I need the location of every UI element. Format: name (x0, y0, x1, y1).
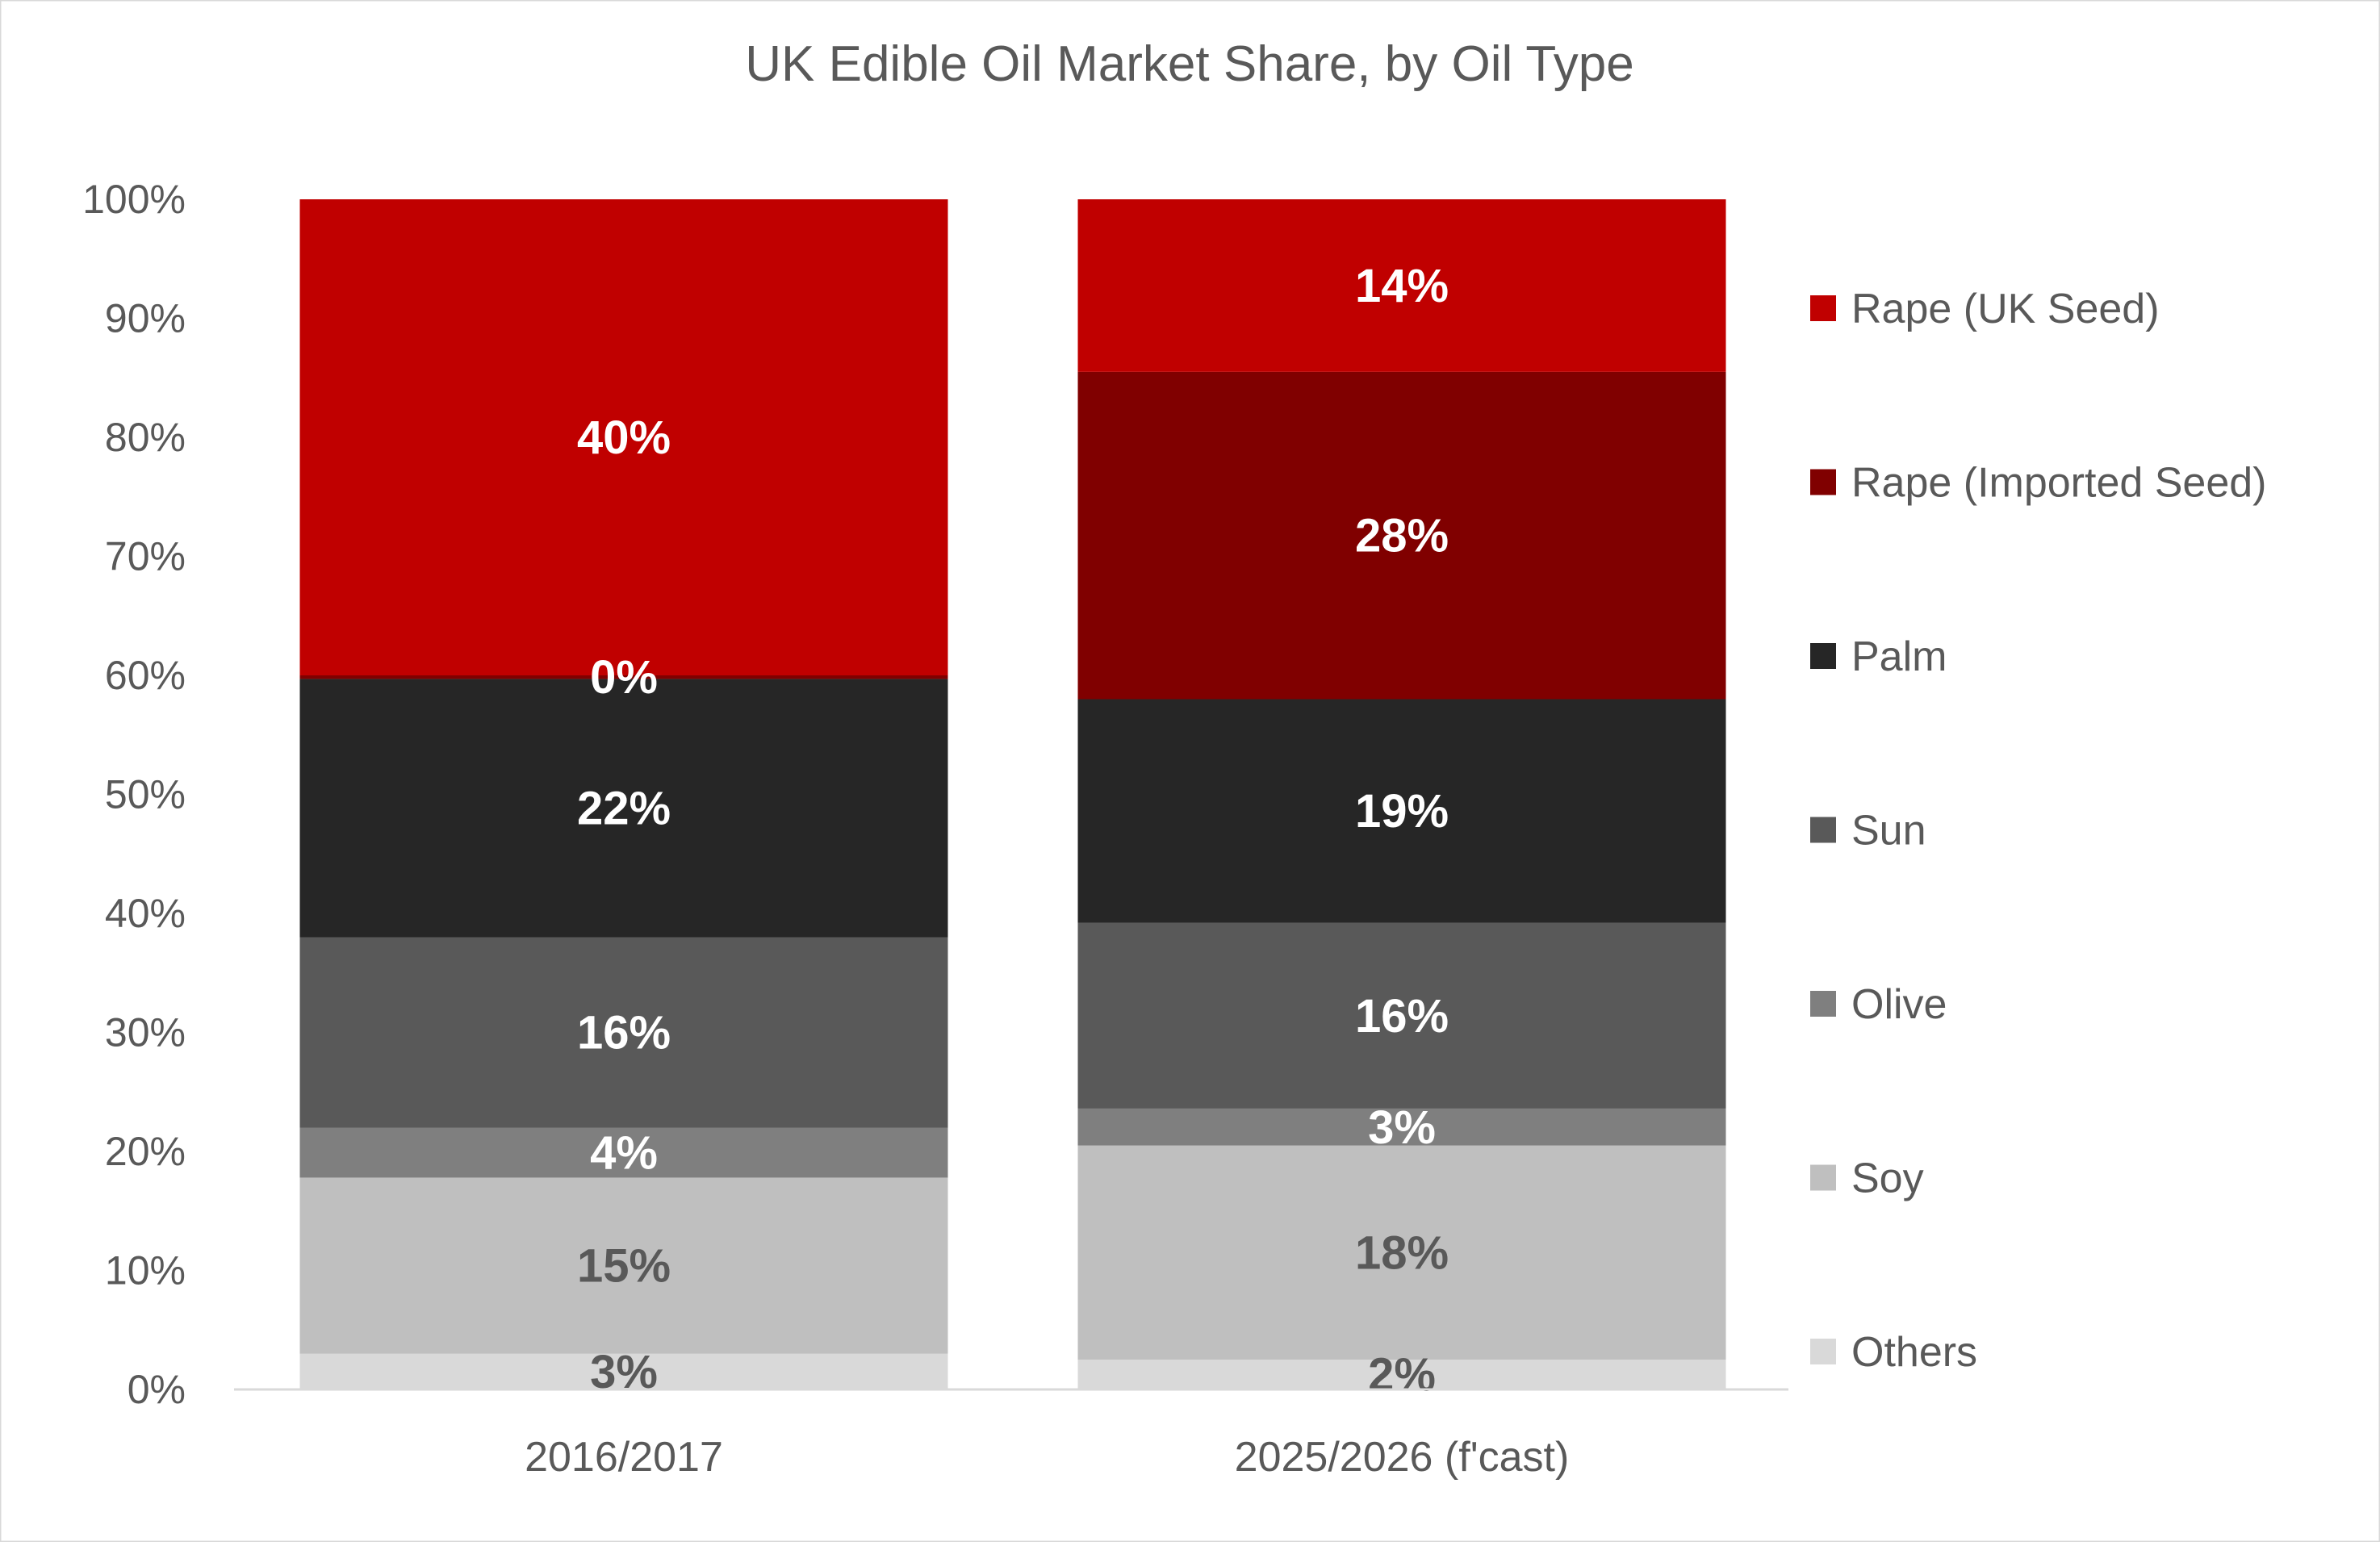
y-axis: 0% 10% 20% 30% 40% 50% 60% 70% 80% 90% 100% (82, 177, 186, 1412)
bar-segment-rape-imported-seed (1077, 371, 1726, 700)
data-label-soy: 18% (1355, 1226, 1449, 1279)
x-tick-label: 2016/2017 (525, 1434, 723, 1481)
y-tick-label: 30% (105, 1010, 186, 1055)
bar-segment-rape-uk-seed (1077, 199, 1726, 372)
bars-group: 3%15%4%16%22%0%40%2%18%3%16%19%28%14% (299, 199, 1726, 1402)
legend: Rape (UK Seed) Rape (Imported Seed) Palm Su… (1810, 286, 2267, 1376)
bar-segment-palm (1077, 699, 1726, 923)
bar-segment-olive (299, 1127, 948, 1178)
data-label-sun: 16% (1355, 990, 1449, 1043)
legend-swatch-rape-imported-seed (1810, 469, 1836, 495)
data-label-olive: 3% (1368, 1101, 1436, 1154)
legend-swatch-sun (1810, 817, 1836, 843)
bar-segment-rape-uk-seed (299, 199, 948, 675)
bar-segment-rape-imported-seed (299, 675, 948, 679)
chart-title: UK Edible Oil Market Share, by Oil Type (745, 36, 1634, 92)
legend-label-olive: Olive (1851, 981, 1947, 1028)
y-tick-label: 40% (105, 891, 186, 936)
y-tick-label: 20% (105, 1129, 186, 1174)
data-label-rape-imported-seed: 28% (1355, 510, 1449, 562)
bar-segment-others (1077, 1360, 1726, 1389)
data-label-rape-imported-seed: 0% (590, 651, 658, 704)
y-tick-label: 0% (128, 1367, 186, 1412)
data-label-sun: 16% (577, 1007, 671, 1059)
legend-label-rape-imported-seed: Rape (Imported Seed) (1851, 460, 2267, 507)
x-tick-label: 2025/2026 (f'cast) (1235, 1434, 1570, 1481)
data-label-palm: 22% (577, 782, 671, 834)
data-label-others: 2% (1368, 1349, 1436, 1402)
y-tick-label: 50% (105, 772, 186, 817)
bar-segment-soy (299, 1177, 948, 1354)
y-tick-label: 10% (105, 1248, 186, 1293)
legend-swatch-soy (1810, 1164, 1836, 1191)
bar-segment-others (299, 1353, 948, 1389)
bar-segment-palm (299, 679, 948, 938)
legend-label-rape-uk-seed: Rape (UK Seed) (1851, 286, 2160, 332)
legend-label-sun: Sun (1851, 808, 1926, 854)
legend-swatch-palm (1810, 643, 1836, 669)
y-tick-label: 80% (105, 415, 186, 460)
bar-segment-sun (1077, 922, 1726, 1109)
legend-label-palm: Palm (1851, 633, 1947, 680)
bar-segment-soy (1077, 1145, 1726, 1360)
x-axis: 2016/2017 2025/2026 (f'cast) (234, 1388, 1788, 1481)
bar-segment-olive (1077, 1108, 1726, 1146)
y-tick-label: 60% (105, 653, 186, 698)
data-label-palm: 19% (1355, 785, 1449, 838)
bar-segment-sun (299, 937, 948, 1128)
y-tick-label: 100% (82, 177, 186, 222)
y-tick-label: 90% (105, 296, 186, 341)
data-label-rape-uk-seed: 40% (577, 412, 671, 464)
legend-swatch-olive (1810, 991, 1836, 1017)
y-tick-label: 70% (105, 534, 186, 579)
data-label-soy: 15% (577, 1240, 671, 1293)
data-label-rape-uk-seed: 14% (1355, 260, 1449, 312)
legend-label-others: Others (1851, 1329, 1977, 1376)
legend-label-soy: Soy (1851, 1155, 1924, 1202)
data-label-olive: 4% (590, 1126, 658, 1179)
legend-swatch-rape-uk-seed (1810, 295, 1836, 321)
legend-swatch-others (1810, 1339, 1836, 1364)
